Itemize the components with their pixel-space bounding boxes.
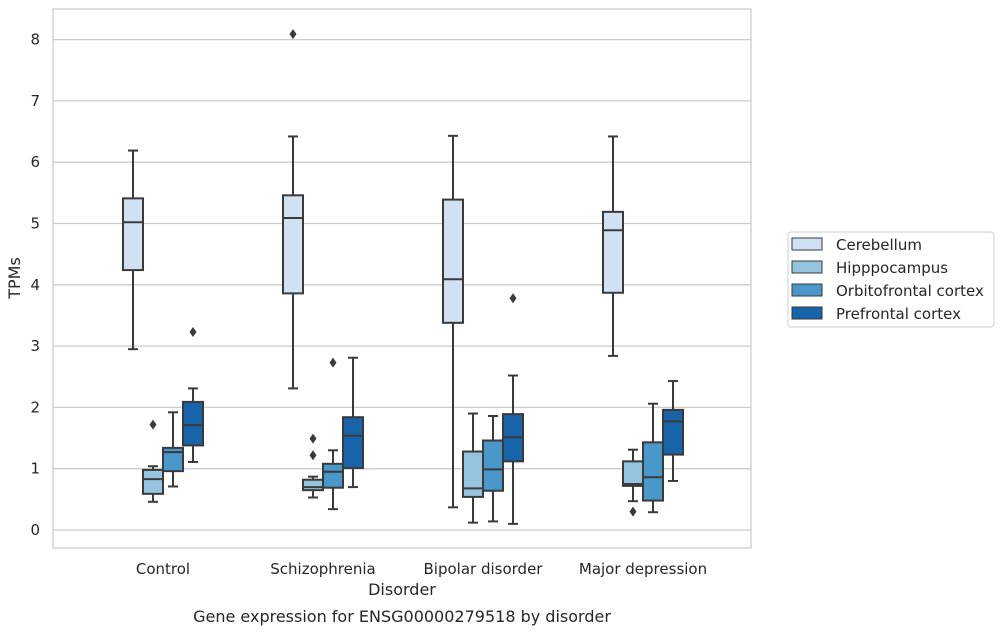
box: [322, 462, 344, 489]
legend: Cerebellum Hipppocampus Orbitofrontal cort…: [787, 231, 995, 328]
box-group: [302, 433, 324, 499]
box-group: [342, 356, 364, 489]
box: [482, 439, 504, 492]
y-tick-label: 1: [30, 460, 40, 478]
outlier-point: [149, 419, 157, 430]
y-axis-ticks: 0 1 2 3 4 5 6 7 8: [30, 31, 40, 539]
box: [642, 441, 664, 502]
x-tick-label: Schizophrenia: [270, 560, 375, 578]
box-group: [602, 135, 624, 357]
x-axis-ticks: Control Schizophrenia Bipolar disorder Majo…: [136, 560, 707, 578]
y-tick-label: 7: [30, 92, 40, 110]
legend-label: Hipppocampus: [836, 259, 948, 277]
box-group: [162, 411, 184, 488]
box-group: [142, 419, 164, 503]
legend-swatch: [791, 306, 823, 320]
box-group: [122, 149, 144, 351]
y-axis-label: TPMs: [5, 257, 24, 300]
box: [662, 408, 684, 456]
y-tick-label: 6: [30, 153, 40, 171]
y-tick-label: 2: [30, 398, 40, 416]
box-group: [642, 402, 664, 514]
chart-caption: Gene expression for ENSG00000279518 by d…: [193, 607, 611, 626]
outlier-point: [309, 433, 317, 444]
box: [122, 197, 144, 272]
plot-frame: [52, 8, 752, 549]
box: [462, 450, 484, 498]
box-group: [462, 412, 484, 524]
box: [182, 400, 204, 447]
outlier-point: [289, 29, 297, 40]
legend-swatch: [791, 237, 823, 251]
box: [442, 198, 464, 324]
outlier-point: [329, 357, 337, 368]
box-group: [482, 414, 504, 523]
outlier-point: [309, 450, 317, 461]
box-group: [182, 327, 204, 463]
legend-frame: [787, 231, 995, 328]
y-tick-label: 4: [30, 276, 40, 294]
box: [282, 194, 304, 295]
box-group: [442, 134, 464, 509]
legend-label: Prefrontal cortex: [836, 305, 961, 323]
y-tick-label: 8: [30, 31, 40, 49]
box: [162, 446, 184, 473]
box: [302, 478, 324, 492]
box: [142, 468, 164, 495]
legend-swatch: [791, 283, 823, 297]
box: [342, 416, 364, 470]
legend-label: Cerebellum: [836, 236, 922, 254]
box-group: [622, 448, 644, 517]
y-tick-label: 3: [30, 337, 40, 355]
y-tick-label: 0: [30, 521, 40, 539]
x-axis-label: Disorder: [368, 580, 436, 599]
box-group: [322, 357, 344, 511]
outlier-point: [189, 327, 197, 338]
box-group: [502, 293, 524, 525]
x-tick-label: Major depression: [579, 560, 707, 578]
outlier-point: [629, 506, 637, 517]
y-tick-label: 5: [30, 215, 40, 233]
outlier-point: [509, 293, 517, 304]
legend-swatch: [791, 260, 823, 274]
box-plots: [122, 29, 684, 525]
box-group: [282, 29, 304, 390]
x-tick-label: Bipolar disorder: [424, 560, 544, 578]
box: [602, 210, 624, 294]
box: [622, 460, 644, 487]
x-tick-label: Control: [136, 560, 190, 578]
legend-label: Orbitofrontal cortex: [836, 282, 984, 300]
box-group: [662, 380, 684, 482]
